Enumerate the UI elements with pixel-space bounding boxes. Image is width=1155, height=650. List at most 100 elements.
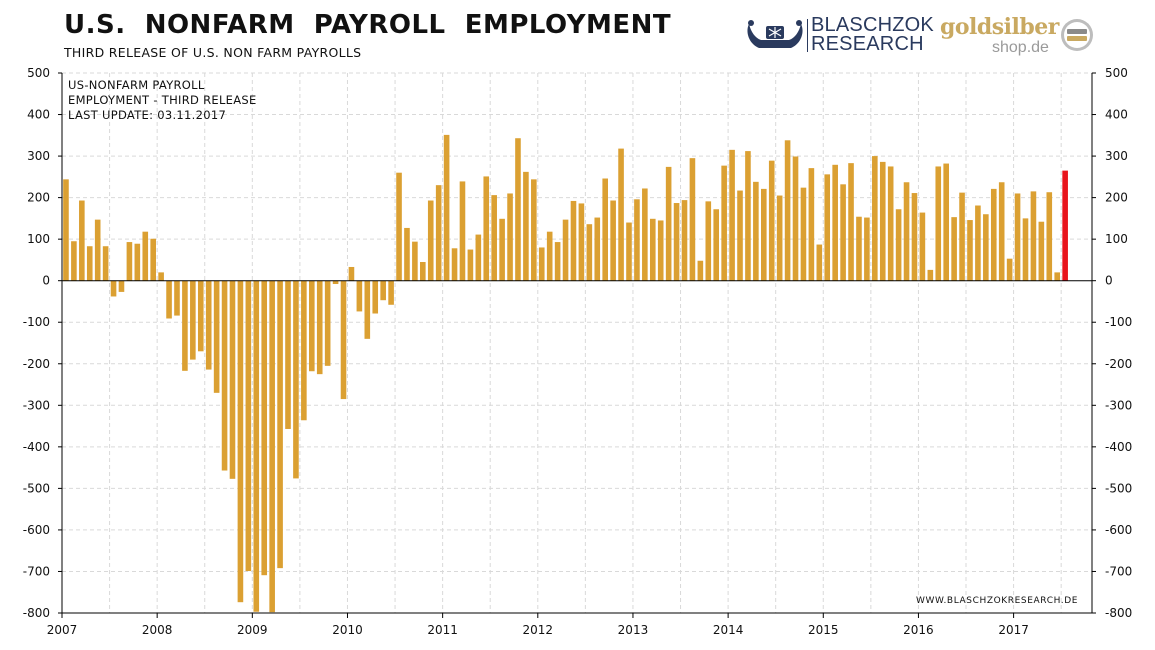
bar	[824, 174, 831, 281]
bar	[800, 187, 807, 281]
bar	[182, 280, 188, 371]
bar	[737, 190, 743, 281]
bar	[229, 280, 236, 479]
bar	[63, 179, 69, 281]
blaschzok-logo-line2: RESEARCH	[811, 33, 924, 55]
bar	[531, 179, 537, 281]
bar	[911, 193, 918, 281]
y-tick-label-left: -600	[23, 523, 50, 537]
bar	[610, 200, 616, 281]
bar	[538, 247, 545, 281]
bar	[293, 280, 299, 479]
bar	[856, 216, 862, 281]
bar	[491, 195, 497, 281]
bar	[94, 219, 101, 281]
bar	[1022, 218, 1029, 281]
x-tick-label: 2013	[618, 623, 649, 637]
bar	[364, 280, 371, 339]
x-tick-label: 2011	[427, 623, 458, 637]
bar	[79, 200, 85, 281]
gold-bar-coin-icon	[1061, 19, 1093, 51]
goldsilber-logo-line2: shop.de	[992, 39, 1049, 56]
bar	[753, 181, 759, 281]
bar	[197, 280, 204, 352]
bar	[150, 238, 156, 281]
bar	[586, 224, 593, 281]
y-tick-label-left: -500	[23, 481, 50, 495]
bar	[523, 171, 529, 281]
legend-line3: LAST UPDATE: 03.11.2017	[68, 108, 227, 122]
bar	[451, 248, 458, 281]
y-tick-label-right: -400	[1105, 440, 1132, 454]
x-tick-label: 2015	[808, 623, 839, 637]
bar	[507, 193, 513, 281]
bar	[919, 212, 926, 281]
bar	[864, 217, 870, 281]
logo-divider	[807, 19, 808, 52]
bar	[689, 158, 696, 281]
bar	[642, 188, 648, 281]
bar	[443, 134, 450, 281]
bar	[879, 161, 886, 281]
y-tick-label-right: 400	[1105, 108, 1128, 122]
x-tick-label: 2008	[142, 623, 173, 637]
y-tick-label-left: -200	[23, 357, 50, 371]
y-tick-label-right: -800	[1105, 606, 1132, 620]
bar	[404, 227, 410, 281]
legend-line2: EMPLOYMENT - THIRD RELEASE	[68, 93, 257, 107]
bar	[174, 280, 180, 316]
x-tick-label: 2007	[47, 623, 78, 637]
bar	[158, 272, 164, 281]
bar	[602, 178, 608, 281]
bar	[1054, 272, 1061, 281]
y-tick-label-right: -600	[1105, 523, 1132, 537]
blaschzok-research-logo[interactable]: BLASCHZOK RESEARCH	[745, 15, 935, 56]
bar	[324, 280, 331, 366]
bar	[1030, 191, 1037, 281]
bar	[134, 243, 141, 281]
bar	[1006, 258, 1013, 281]
bar	[649, 218, 656, 281]
x-tick-label: 2012	[523, 623, 554, 637]
bar	[705, 201, 712, 281]
bar	[967, 220, 973, 281]
y-tick-label-left: -300	[23, 398, 50, 412]
x-tick-label: 2017	[998, 623, 1029, 637]
y-tick-label-left: 200	[27, 191, 50, 205]
bar	[340, 280, 347, 400]
bar	[388, 280, 394, 305]
bar	[380, 280, 386, 301]
y-tick-label-left: 500	[27, 66, 50, 80]
bar	[190, 280, 196, 360]
bar	[745, 151, 751, 281]
bar	[990, 188, 997, 281]
bar	[261, 280, 268, 576]
bar	[951, 217, 957, 281]
chart-title: U.S. NONFARM PAYROLL EMPLOYMENT	[64, 10, 672, 40]
goldsilbershop-logo[interactable]: goldsilber shop.de	[940, 14, 1100, 58]
bar	[309, 280, 315, 372]
bar	[887, 166, 894, 281]
bar	[618, 148, 624, 281]
bar	[420, 262, 426, 281]
bar	[681, 200, 688, 281]
blaschzok-logo-text: BLASCHZOK RESEARCH	[811, 15, 934, 55]
bar	[86, 246, 93, 281]
y-tick-label-right: -700	[1105, 564, 1132, 578]
y-tick-label-left: 0	[42, 274, 50, 288]
bar	[372, 280, 379, 314]
bar	[903, 182, 910, 281]
bar	[983, 214, 989, 281]
bar	[427, 200, 434, 281]
bar	[895, 209, 902, 281]
bar	[721, 165, 727, 281]
x-tick-label: 2009	[237, 623, 268, 637]
y-tick-label-left: 400	[27, 108, 50, 122]
y-tick-label-right: 100	[1105, 232, 1128, 246]
bar	[832, 164, 838, 281]
y-tick-label-right: -100	[1105, 315, 1132, 329]
bar	[594, 217, 601, 281]
bar	[697, 260, 704, 281]
bar	[1046, 192, 1053, 281]
